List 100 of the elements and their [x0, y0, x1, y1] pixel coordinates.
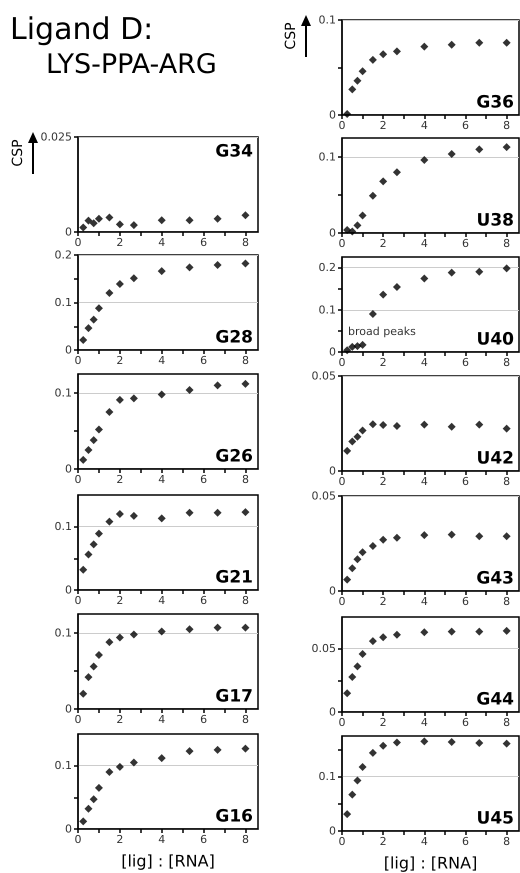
y-tick-label: 0: [329, 824, 336, 838]
point: [348, 85, 356, 94]
point: [368, 420, 377, 428]
text: Ligand D:: [10, 12, 154, 48]
y-axis-title: CSP: [10, 138, 26, 168]
x-tick-label: 0: [338, 595, 346, 608]
point: [343, 810, 352, 818]
point: [130, 394, 138, 402]
x-tick-label: 0: [338, 475, 346, 488]
x-tick-label: 8: [242, 236, 249, 249]
y-tick-label: 0: [329, 226, 336, 240]
point: [343, 446, 352, 455]
x-tick-label: 8: [242, 833, 249, 846]
x-tick-label: 6: [462, 716, 469, 729]
point: [475, 628, 484, 636]
point: [105, 768, 114, 776]
point: [392, 534, 401, 542]
point: [475, 739, 484, 748]
point: [420, 737, 428, 746]
point: [116, 280, 124, 288]
x-tick-label: 0: [338, 119, 346, 132]
text: U38: [476, 210, 514, 230]
point: [358, 212, 367, 220]
text: G17: [215, 686, 254, 706]
point: [379, 536, 388, 544]
annotation: broad peaks: [348, 325, 416, 338]
x-tick-label: 4: [420, 356, 428, 369]
x-tick-label: 0: [74, 594, 82, 607]
text: G28: [215, 328, 254, 348]
point: [475, 38, 484, 47]
point: [353, 76, 362, 85]
y-tick-label: 0: [65, 344, 72, 356]
point: [186, 263, 194, 272]
point: [94, 651, 103, 660]
point: [343, 576, 352, 584]
point: [94, 214, 103, 223]
x-tick-label: 6: [462, 119, 469, 132]
y-tick-label: 0: [329, 584, 336, 598]
point: [420, 628, 428, 636]
point: [130, 512, 138, 520]
point: [353, 662, 362, 670]
text: G44: [476, 690, 514, 710]
text: U42: [476, 448, 514, 468]
point: [214, 214, 222, 223]
x-axis-title: [lig] : [RNA]: [121, 852, 215, 870]
point: [420, 531, 428, 540]
point: [392, 168, 401, 176]
point: [348, 790, 356, 799]
point: [348, 564, 356, 572]
point: [353, 555, 362, 564]
y-tick-label: 0.1: [54, 759, 72, 772]
y-tick-label: 0: [65, 584, 72, 596]
point: [448, 268, 456, 277]
point: [392, 282, 401, 291]
point: [448, 738, 456, 746]
point: [130, 758, 138, 766]
y-tick-label: 0.1: [54, 520, 72, 534]
point: [358, 548, 367, 556]
point: [448, 40, 456, 49]
x-tick-label: 4: [420, 119, 428, 132]
x-tick-label: 6: [462, 356, 469, 369]
point: [348, 227, 356, 236]
point: [186, 625, 194, 634]
point: [186, 747, 194, 756]
y-tick-label: 0.1: [318, 150, 336, 164]
point: [343, 226, 352, 234]
x-tick-label: 6: [200, 473, 208, 486]
point: [158, 514, 166, 522]
x-tick-label: 6: [462, 835, 469, 848]
point: [379, 290, 388, 299]
x-tick-label: 2: [380, 119, 387, 132]
point: [502, 38, 511, 47]
point: [358, 67, 367, 76]
point: [241, 260, 250, 268]
y-tick-label: 0.05: [312, 642, 336, 656]
point: [379, 50, 388, 58]
text: U40: [476, 330, 514, 350]
point: [475, 420, 484, 429]
y-tick-label: 0.1: [318, 770, 336, 784]
y-tick-label: 0.1: [318, 14, 336, 26]
point: [358, 426, 367, 435]
x-tick-label: 6: [200, 594, 208, 607]
x-tick-label: 2: [116, 713, 124, 726]
point: [79, 336, 88, 344]
x-tick-label: 4: [158, 833, 166, 846]
x-tick-label: 4: [420, 475, 428, 488]
x-tick-label: 2: [380, 475, 387, 488]
point: [90, 316, 98, 324]
point: [343, 689, 352, 698]
x-tick-label: 4: [420, 835, 428, 848]
point: [158, 754, 166, 762]
point: [105, 638, 114, 646]
y-tick-label: 0.05: [312, 490, 336, 502]
x-tick-label: 6: [200, 236, 208, 249]
point: [241, 380, 250, 388]
x-tick-label: 6: [200, 354, 208, 367]
x-tick-label: 8: [503, 356, 510, 369]
x-tick-label: 2: [116, 473, 124, 486]
point: [241, 744, 250, 753]
x-tick-label: 4: [158, 713, 166, 726]
